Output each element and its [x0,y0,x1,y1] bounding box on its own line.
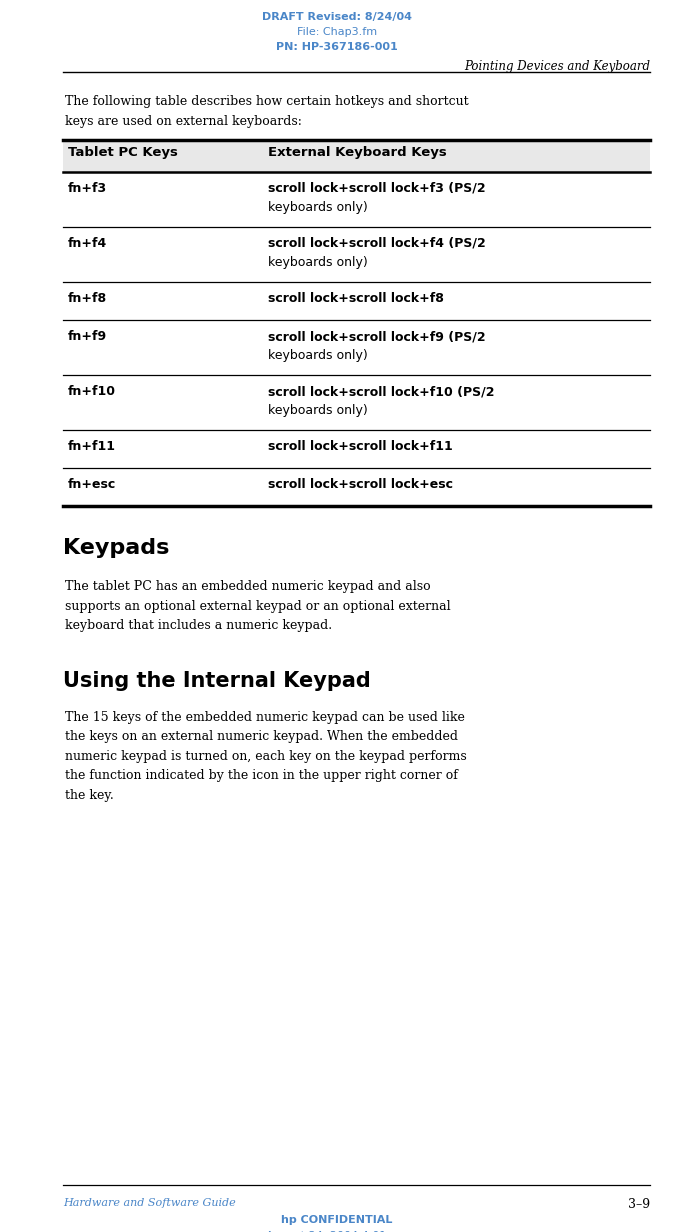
Text: Keypads: Keypads [63,538,169,558]
Text: Hardware and Software Guide: Hardware and Software Guide [63,1198,236,1209]
Text: PN: HP-367186-001: PN: HP-367186-001 [276,42,398,52]
Text: scroll lock+scroll lock+esc: scroll lock+scroll lock+esc [268,478,453,492]
Text: scroll lock+scroll lock+f8: scroll lock+scroll lock+f8 [268,292,444,306]
Text: hp CONFIDENTIAL: hp CONFIDENTIAL [281,1215,393,1225]
Text: keyboards only): keyboards only) [268,201,368,214]
Text: scroll lock+scroll lock+f4 (PS/2: scroll lock+scroll lock+f4 (PS/2 [268,237,486,250]
Text: File: Chap3.fm: File: Chap3.fm [297,27,377,37]
Text: numeric keypad is turned on, each key on the keypad performs: numeric keypad is turned on, each key on… [65,749,467,763]
Text: DRAFT Revised: 8/24/04: DRAFT Revised: 8/24/04 [262,12,412,22]
Text: Pointing Devices and Keyboard: Pointing Devices and Keyboard [464,60,650,73]
Text: fn+f8: fn+f8 [68,292,107,306]
Text: 3–9: 3–9 [628,1198,650,1211]
Text: fn+f9: fn+f9 [68,330,107,342]
Text: the keys on an external numeric keypad. When the embedded: the keys on an external numeric keypad. … [65,731,458,743]
Text: keyboards only): keyboards only) [268,349,368,362]
Text: the key.: the key. [65,788,114,802]
Text: fn+esc: fn+esc [68,478,116,492]
Text: fn+f10: fn+f10 [68,384,116,398]
Text: scroll lock+scroll lock+f9 (PS/2: scroll lock+scroll lock+f9 (PS/2 [268,330,486,342]
Text: Tablet PC Keys: Tablet PC Keys [68,147,178,159]
Text: supports an optional external keypad or an optional external: supports an optional external keypad or … [65,600,451,612]
Text: keys are used on external keyboards:: keys are used on external keyboards: [65,115,302,128]
Text: keyboards only): keyboards only) [268,256,368,269]
Text: The following table describes how certain hotkeys and shortcut: The following table describes how certai… [65,95,468,108]
Text: Using the Internal Keypad: Using the Internal Keypad [63,670,371,690]
Bar [63,140,650,172]
Text: The 15 keys of the embedded numeric keypad can be used like: The 15 keys of the embedded numeric keyp… [65,711,465,723]
Text: the function indicated by the icon in the upper right corner of: the function indicated by the icon in th… [65,769,458,782]
Text: scroll lock+scroll lock+f3 (PS/2: scroll lock+scroll lock+f3 (PS/2 [268,182,486,195]
Text: keyboards only): keyboards only) [268,404,368,416]
Text: fn+f4: fn+f4 [68,237,107,250]
Text: External Keyboard Keys: External Keyboard Keys [268,147,447,159]
Text: fn+f11: fn+f11 [68,440,116,453]
Text: scroll lock+scroll lock+f11: scroll lock+scroll lock+f11 [268,440,453,453]
Text: fn+f3: fn+f3 [68,182,107,195]
Text: The tablet PC has an embedded numeric keypad and also: The tablet PC has an embedded numeric ke… [65,580,431,593]
Text: keyboard that includes a numeric keypad.: keyboard that includes a numeric keypad. [65,618,332,632]
Text: scroll lock+scroll lock+f10 (PS/2: scroll lock+scroll lock+f10 (PS/2 [268,384,495,398]
